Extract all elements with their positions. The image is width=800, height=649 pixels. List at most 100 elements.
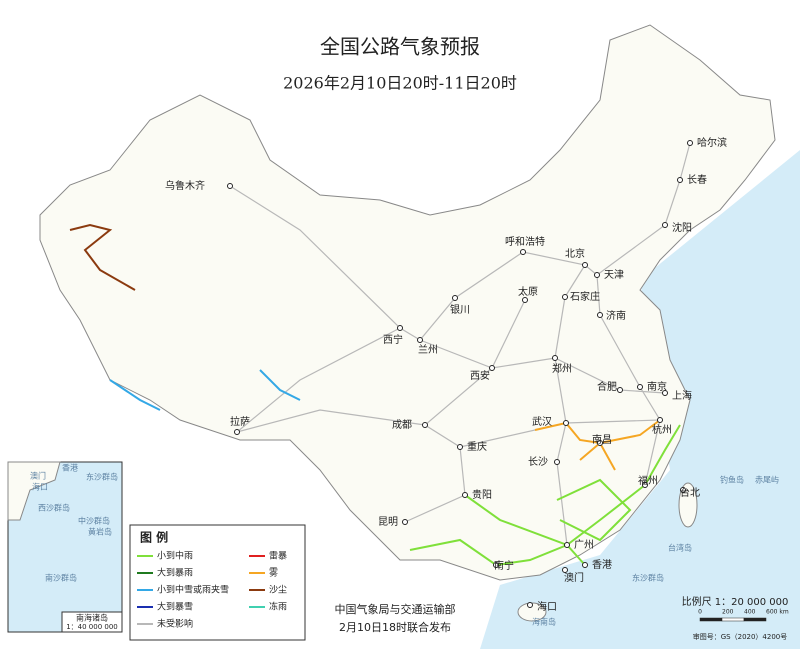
city-label: 天津 — [604, 269, 624, 281]
city-label: 济南 — [606, 309, 626, 322]
city-dot — [234, 429, 240, 435]
city-label: 台北 — [680, 486, 700, 499]
legend-label: 小到中雪或雨夹雪 — [157, 584, 229, 596]
city-label: 石家庄 — [570, 290, 600, 303]
city-label: 西宁 — [383, 333, 403, 346]
legend-label: 小到中雨 — [157, 550, 193, 562]
inset-title: 南海诸岛 — [76, 613, 108, 623]
inset-label: 黄岩岛 — [88, 527, 112, 537]
city-label: 南宁 — [494, 559, 514, 572]
city-dot — [554, 459, 560, 465]
city-dot — [594, 272, 600, 278]
city-label: 沈阳 — [672, 221, 692, 234]
city-label: 澳门 — [564, 571, 584, 584]
scale-bar: 0 200 400 600 km — [698, 609, 789, 622]
inset-label: 海口 — [32, 482, 48, 492]
inset-caption-box — [61, 611, 123, 633]
city-dot — [564, 542, 570, 548]
city-label: 南京 — [647, 380, 667, 393]
city-dot — [552, 355, 558, 361]
legend-label: 大到暴雪 — [157, 601, 193, 613]
city-dot — [422, 422, 428, 428]
city-dot — [677, 177, 683, 183]
legend-title: 图 例 — [140, 530, 168, 545]
city-dot — [662, 222, 668, 228]
island-label: 东沙群岛 — [632, 573, 664, 583]
city-dot — [562, 294, 568, 300]
city-dot — [452, 295, 458, 301]
city-dot — [522, 297, 528, 303]
inset-label: 南沙群岛 — [45, 573, 77, 583]
city-label: 福州 — [638, 474, 658, 487]
city-dot — [662, 390, 668, 396]
city-dot — [657, 417, 663, 423]
inset-scale: 1：40 000 000 — [66, 623, 118, 631]
city-dot — [617, 387, 623, 393]
city-label: 北京 — [565, 247, 585, 260]
city-label: 成都 — [392, 419, 412, 431]
inset-label: 西沙群岛 — [38, 503, 70, 513]
issuer: 中国气象局与交通运输部 — [335, 602, 456, 616]
scale-tick-label: 400 — [744, 609, 756, 616]
city-dot — [562, 567, 568, 573]
city-label: 广州 — [574, 539, 594, 551]
city-label: 乌鲁木齐 — [165, 179, 205, 192]
approval: 审图号：GS（2020）4200号 — [693, 632, 788, 641]
city-dot — [642, 482, 648, 488]
city-dot — [597, 440, 603, 446]
city-label: 上海 — [672, 389, 692, 402]
scale-tick-label: 0 — [698, 609, 702, 616]
taiwan — [678, 482, 698, 528]
scale-segment — [743, 617, 767, 622]
island-label: 台湾岛 — [668, 543, 692, 553]
scale-segment — [699, 617, 723, 622]
subtitle: 2026年2月10日20时-11日20时 — [283, 74, 517, 93]
city-label: 拉萨 — [230, 415, 250, 428]
legend-label: 冻雨 — [269, 601, 287, 613]
city-label: 海口 — [537, 600, 557, 613]
city-dot — [680, 487, 686, 493]
scale: 比例尺 1：20 000 000 — [682, 595, 789, 608]
city-label: 贵阳 — [472, 488, 492, 501]
city-dot — [637, 384, 643, 390]
island-label: 海南岛 — [532, 617, 556, 627]
legend-label: 雾 — [269, 568, 278, 579]
city-label: 武汉 — [532, 415, 552, 428]
legend-frame — [129, 524, 306, 641]
city-label: 西安 — [470, 369, 490, 382]
legend-label: 雷暴 — [269, 551, 287, 562]
scale-segment — [721, 617, 745, 622]
city-label: 太原 — [518, 285, 538, 298]
city-dot — [402, 519, 408, 525]
inset-label: 香港 — [62, 463, 78, 473]
city-label: 银川 — [450, 303, 470, 316]
city-label: 郑州 — [552, 362, 572, 375]
legend-label: 大到暴雨 — [157, 567, 193, 579]
legend-label: 沙尘 — [269, 585, 287, 596]
inset-label: 东沙群岛 — [86, 472, 118, 482]
city-label: 南昌 — [592, 433, 612, 446]
scale-tick-label: 200 — [722, 609, 734, 616]
city-label: 兰州 — [418, 343, 438, 356]
inset-label: 中沙群岛 — [78, 516, 110, 526]
city-label: 香港 — [592, 559, 612, 571]
inset-land — [7, 461, 61, 521]
city-label: 重庆 — [467, 440, 487, 453]
city-dot — [597, 312, 603, 318]
city-label: 长沙 — [528, 456, 548, 468]
city-label: 杭州 — [652, 423, 672, 436]
inset-label: 澳门 — [30, 471, 46, 481]
island-label: 钓鱼岛 — [720, 475, 744, 485]
city-dot — [493, 562, 499, 568]
city-dot — [462, 492, 468, 498]
inset: 香港 澳门 东沙群岛 海口 西沙群岛 中沙群岛 黄岩岛 南沙群岛 南海诸岛 1：… — [7, 461, 123, 633]
city-label: 哈尔滨 — [697, 136, 727, 149]
city-dot — [489, 365, 495, 371]
city-dot — [520, 249, 526, 255]
city-dot — [582, 262, 588, 268]
sea — [480, 150, 800, 649]
city-dot — [417, 337, 423, 343]
island-label: 赤尾屿 — [755, 476, 779, 485]
